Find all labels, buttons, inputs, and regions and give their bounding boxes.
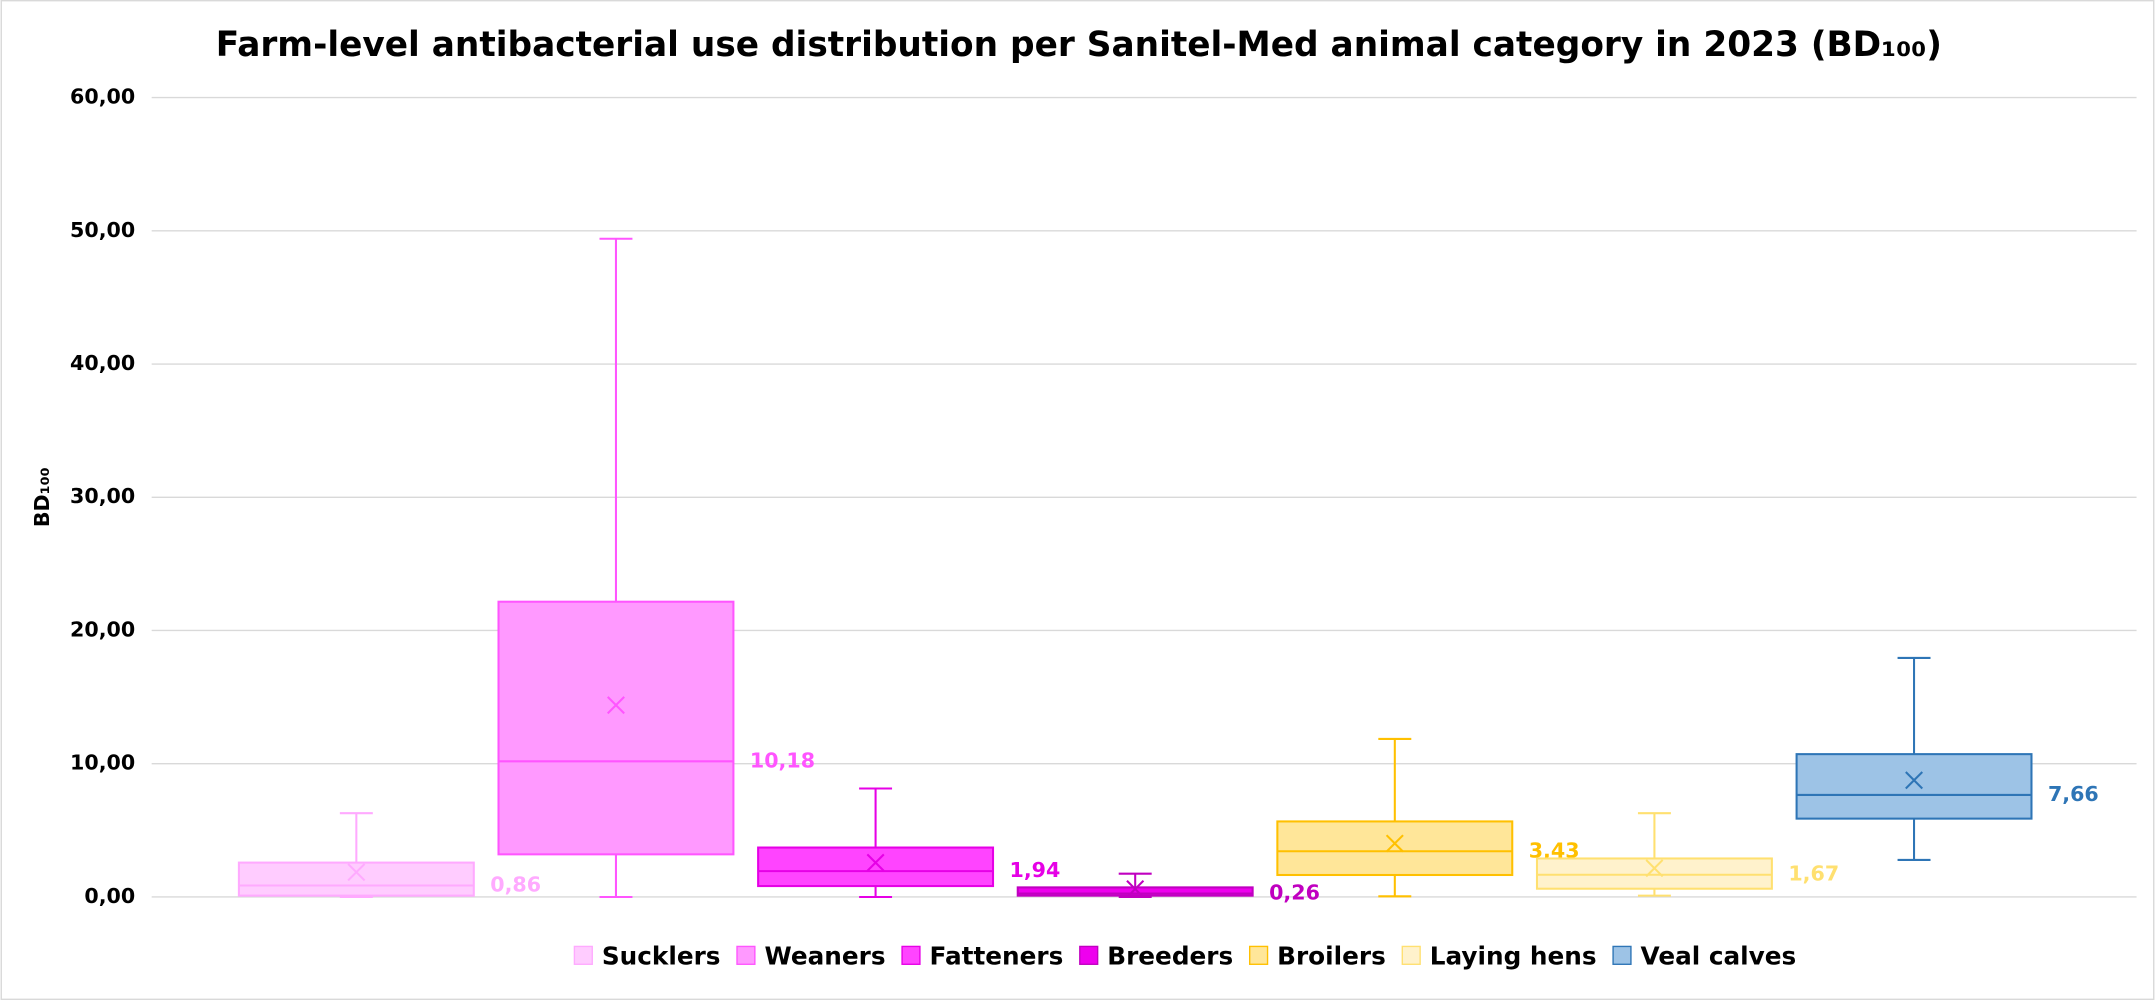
box [497,600,735,856]
median-label: 3,43 [1529,838,1580,862]
mean-marker [1126,880,1145,898]
y-tick-label: 30,00 [70,484,135,508]
legend-label: Weaners [764,941,885,970]
mean-marker [606,696,625,715]
median-label: 0,86 [490,873,541,897]
box [1276,820,1514,877]
box [757,846,995,888]
legend-label: Fatteners [930,941,1064,970]
y-axis-label: BD₁₀₀ [30,467,54,527]
legend-swatch [1249,945,1269,965]
y-tick-label: 60,00 [70,85,135,109]
mean-marker [866,853,885,872]
legend-label: Sucklers [602,941,721,970]
y-tick-label: 40,00 [70,351,135,375]
median-label: 10,18 [750,748,815,772]
y-tick-label: 0,00 [84,884,135,908]
mean-marker [347,863,366,882]
median-label: 1,94 [1010,858,1061,882]
legend-swatch [1079,945,1099,965]
legend-label: Veal calves [1641,941,1797,970]
legend-label: Breeders [1107,941,1233,970]
legend-swatch [1401,945,1421,965]
legend-swatch [901,945,921,965]
mean-marker [1385,834,1404,853]
legend-swatch [573,945,593,965]
median-label: 0,26 [1269,881,1320,905]
mean-marker [1645,859,1664,878]
median-label: 1,67 [1788,862,1839,886]
box [237,861,475,897]
box [1535,857,1773,890]
y-tick-label: 20,00 [70,617,135,641]
box [1016,886,1254,897]
chart-title: Farm-level antibacterial use distributio… [216,25,1942,65]
legend-swatch [736,945,756,965]
legend-label: Broilers [1277,941,1386,970]
box [1795,753,2033,820]
legend-swatch [1612,945,1632,965]
y-tick-label: 10,00 [70,751,135,775]
y-tick-label: 50,00 [70,218,135,242]
median-label: 7,66 [2048,782,2099,806]
mean-marker [1905,771,1924,790]
legend-label: Laying hens [1430,941,1597,970]
